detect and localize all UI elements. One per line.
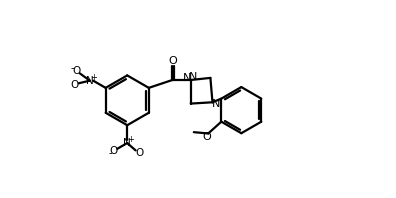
Text: O: O: [110, 147, 118, 156]
Text: O: O: [168, 56, 177, 66]
Text: N: N: [86, 76, 93, 86]
Text: N: N: [183, 73, 192, 83]
Text: N: N: [123, 138, 131, 148]
Text: -: -: [108, 148, 112, 159]
Text: N: N: [188, 72, 197, 82]
Text: O: O: [72, 66, 81, 76]
Text: N: N: [212, 99, 220, 109]
Text: +: +: [128, 135, 134, 144]
Text: O: O: [71, 80, 79, 90]
Text: +: +: [90, 73, 97, 82]
Text: -: -: [71, 64, 74, 74]
Text: O: O: [135, 148, 144, 158]
Text: O: O: [203, 132, 211, 142]
